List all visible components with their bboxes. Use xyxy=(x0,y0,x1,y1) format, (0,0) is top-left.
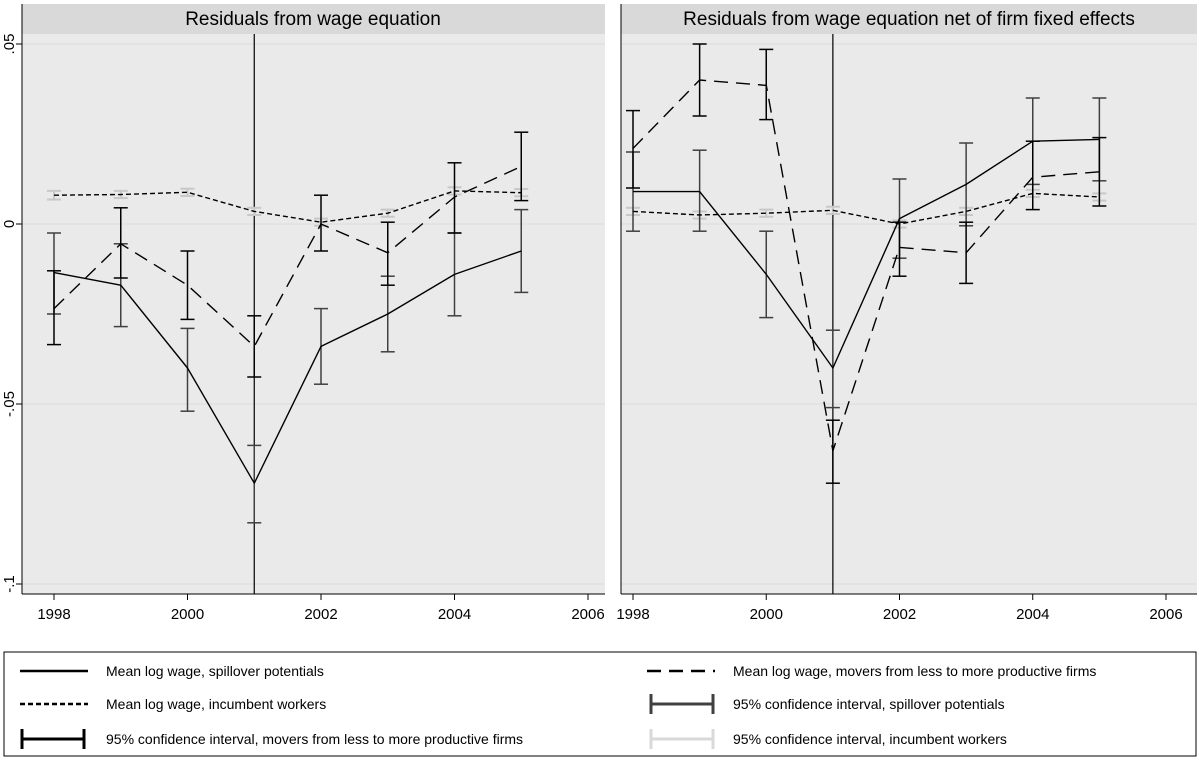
legend: Mean log wage, spillover potentials Mean… xyxy=(3,651,1197,757)
ci-bar xyxy=(825,329,840,409)
x-tick-label: 2004 xyxy=(1016,606,1049,623)
legend-swatch-ci-bar xyxy=(649,729,715,749)
y-tick-label: -.1 xyxy=(1,575,18,593)
x-tick-label: 2006 xyxy=(1149,606,1182,623)
ci-bar xyxy=(314,194,328,252)
x-tick-label: 2004 xyxy=(438,606,471,623)
y-tick-label: -.05 xyxy=(1,391,18,417)
ci-bar xyxy=(180,187,195,197)
series-line xyxy=(53,250,522,484)
series-line xyxy=(633,138,1100,369)
legend-label: 95% confidence interval, spillover poten… xyxy=(733,696,1005,712)
panel-left-plot-area xyxy=(22,4,605,594)
x-tick-label: 2002 xyxy=(883,606,916,623)
panel-right: Residuals from wage equation net of firm… xyxy=(616,4,1197,623)
legend-label: 95% confidence interval, incumbent worke… xyxy=(733,731,1007,747)
legend-box xyxy=(3,651,1197,757)
panel-right-gridlines xyxy=(621,43,1197,585)
legend-item-movers: Mean log wage, movers from less to more … xyxy=(647,663,1096,679)
panel-left: Residuals from wage equation .05 0 -.05 -.1… xyxy=(1,4,605,623)
x-tick-label: 1998 xyxy=(37,606,70,623)
ci-bar xyxy=(380,221,395,286)
ci-bar xyxy=(626,109,640,189)
panel-right-axes xyxy=(620,4,1197,595)
legend-label: Mean log wage, movers from less to more … xyxy=(733,663,1096,679)
panel-left-gridlines xyxy=(22,43,605,585)
legend-item-incumbent: Mean log wage, incumbent workers xyxy=(20,696,326,712)
legend-label: 95% confidence interval, movers from les… xyxy=(106,731,523,747)
ci-bar xyxy=(892,221,907,277)
series-line xyxy=(632,192,1100,225)
ci-bar xyxy=(47,189,61,201)
panel-right-title: Residuals from wage equation net of firm… xyxy=(683,9,1135,30)
x-tick-label: 1998 xyxy=(616,606,649,623)
x-tick-label: 2000 xyxy=(750,606,783,623)
ci-bar xyxy=(180,250,195,321)
ci-bar xyxy=(692,149,707,232)
panel-left-marks xyxy=(47,131,529,524)
legend-label: Mean log wage, spillover potentials xyxy=(106,663,324,679)
ci-bar xyxy=(514,131,529,202)
ci-bar xyxy=(180,327,195,412)
ci-bar xyxy=(247,444,262,524)
ci-bar xyxy=(825,419,840,484)
legend-swatch-ci-bar xyxy=(20,729,86,749)
ci-bar xyxy=(759,208,774,218)
legend-label: Mean log wage, incumbent workers xyxy=(106,696,326,712)
panel-left-title-strip xyxy=(22,4,605,34)
ci-bar xyxy=(759,48,774,121)
panel-left-title: Residuals from wage equation xyxy=(185,9,441,30)
panel-left-x-ticks: 1998 2000 2002 2004 2006 xyxy=(37,594,605,623)
x-tick-label: 2006 xyxy=(571,606,604,623)
ci-bar xyxy=(247,315,262,378)
x-tick-label: 2000 xyxy=(171,606,204,623)
legend-item-ci-movers: 95% confidence interval, movers from les… xyxy=(20,729,523,749)
y-tick-label: 0 xyxy=(1,220,18,228)
series-line xyxy=(53,165,522,348)
panel-right-title-strip xyxy=(621,4,1197,34)
x-tick-label: 2002 xyxy=(304,606,337,623)
panel-left-y-ticks: .05 0 -.05 -.1 xyxy=(1,34,22,593)
y-tick-label: .05 xyxy=(1,34,18,55)
legend-item-ci-spillover: 95% confidence interval, spillover poten… xyxy=(649,694,1005,714)
legend-swatch-ci-bar xyxy=(649,694,715,714)
ci-bar xyxy=(1092,136,1107,207)
series-line xyxy=(632,79,1100,452)
panel-right-x-ticks: 1998 2000 2002 2004 2006 xyxy=(616,594,1183,623)
legend-item-ci-incumbent: 95% confidence interval, incumbent worke… xyxy=(649,729,1007,749)
ci-bar xyxy=(113,207,128,279)
legend-item-spillover: Mean log wage, spillover potentials xyxy=(20,663,324,679)
series-line xyxy=(53,190,522,223)
panel-right-marks xyxy=(626,43,1107,484)
panel-right-plot-area xyxy=(621,4,1197,594)
